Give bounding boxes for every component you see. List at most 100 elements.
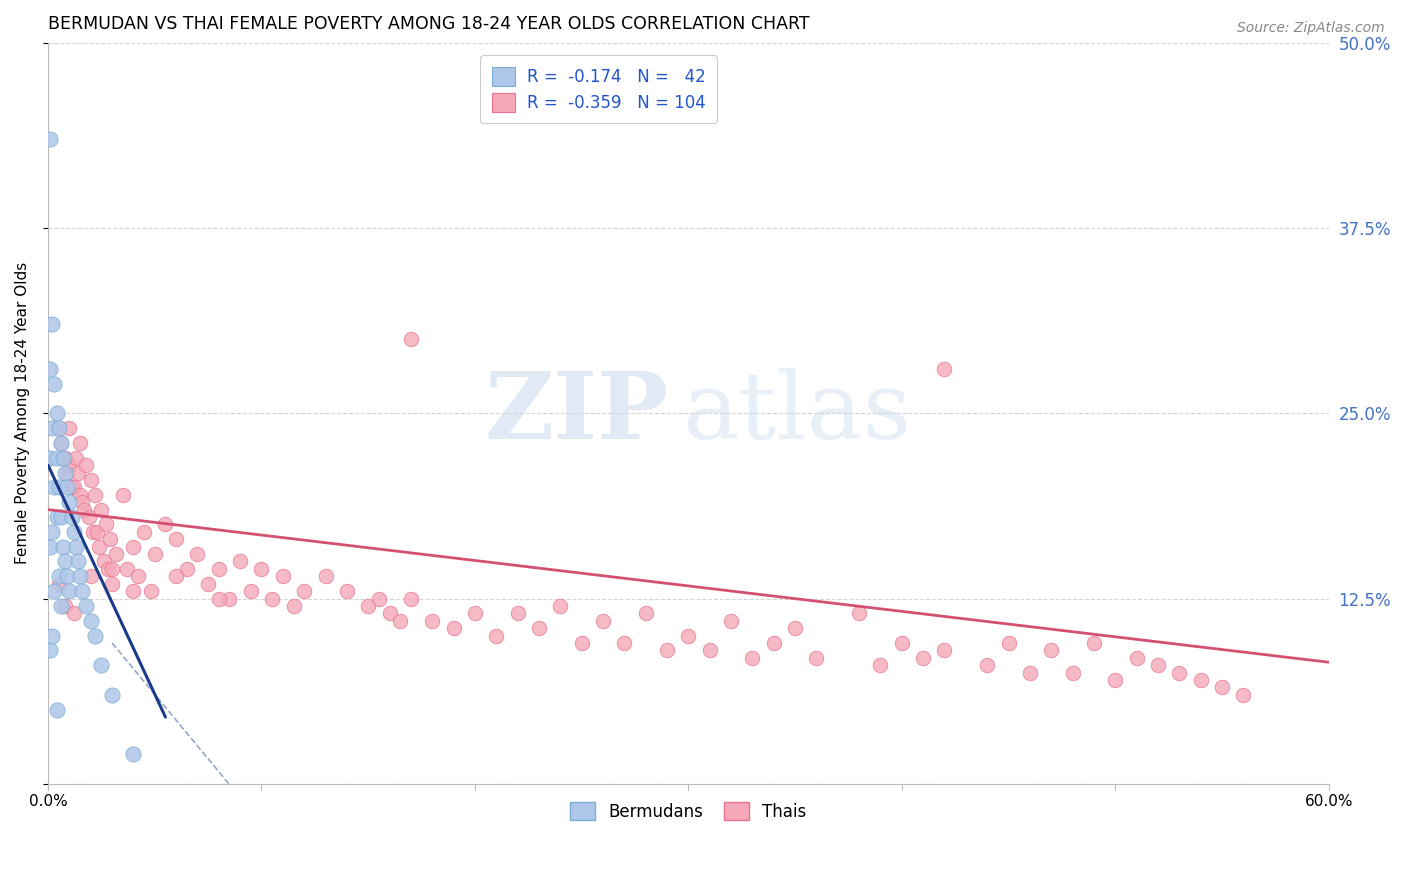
Point (94, 517, 117, 532)
Point (70, 495, 93, 509)
Point (69, 488, 91, 502)
Point (1040, 643, 1063, 657)
Point (58, 458, 80, 472)
Point (49, 599, 72, 613)
Text: Source: ZipAtlas.com: Source: ZipAtlas.com (1237, 21, 1385, 35)
Point (315, 569, 337, 583)
Point (762, 636, 785, 650)
Point (62, 480, 84, 494)
Point (655, 643, 678, 657)
Point (208, 562, 231, 576)
Point (39, 362, 62, 376)
Point (292, 584, 315, 599)
Point (1083, 636, 1105, 650)
Point (527, 621, 550, 635)
Point (62, 607, 84, 621)
Point (976, 658, 998, 673)
Point (613, 636, 636, 650)
Point (890, 636, 912, 650)
Point (101, 576, 124, 591)
Point (550, 599, 572, 613)
Point (48, 421, 70, 435)
Point (89, 540, 111, 554)
Point (1232, 688, 1254, 702)
Y-axis label: Female Poverty Among 18-24 Year Olds: Female Poverty Among 18-24 Year Olds (15, 262, 30, 565)
Point (66, 466, 89, 480)
Point (39, 450, 62, 465)
Text: BERMUDAN VS THAI FEMALE POVERTY AMONG 18-24 YEAR OLDS CORRELATION CHART: BERMUDAN VS THAI FEMALE POVERTY AMONG 18… (48, 15, 810, 33)
Point (122, 747, 145, 761)
Point (90, 658, 112, 673)
Legend: Bermudans, Thais: Bermudans, Thais (564, 796, 813, 827)
Point (239, 584, 262, 599)
Point (56, 569, 79, 583)
Point (62, 524, 84, 539)
Point (165, 569, 187, 583)
Point (592, 614, 614, 628)
Point (105, 547, 128, 561)
Point (357, 599, 380, 613)
Point (389, 614, 412, 628)
Point (186, 547, 208, 561)
Point (69, 569, 91, 583)
Point (82, 524, 104, 539)
Point (1062, 665, 1084, 680)
Point (132, 524, 155, 539)
Point (48, 576, 70, 591)
Point (86, 524, 108, 539)
Point (783, 621, 806, 635)
Point (336, 584, 359, 599)
Point (250, 562, 273, 576)
Point (52, 540, 75, 554)
Point (1211, 681, 1233, 695)
Point (52, 450, 75, 465)
Point (1104, 673, 1126, 687)
Point (1018, 665, 1040, 680)
Text: atlas: atlas (682, 368, 911, 458)
Point (1147, 658, 1170, 673)
Point (97, 562, 120, 576)
Point (49, 436, 72, 450)
Point (44, 376, 66, 391)
Point (45, 450, 67, 465)
Point (41, 318, 63, 332)
Point (464, 607, 486, 621)
Point (39, 132, 62, 146)
Point (56, 466, 79, 480)
Point (76, 458, 98, 472)
Point (143, 547, 166, 561)
Point (678, 629, 700, 643)
Point (101, 562, 124, 576)
Point (197, 576, 219, 591)
Point (1168, 665, 1191, 680)
Point (60, 480, 83, 494)
Point (912, 650, 935, 665)
Point (367, 591, 389, 606)
Point (39, 540, 62, 554)
Point (52, 450, 75, 465)
Point (69, 436, 91, 450)
Point (122, 540, 145, 554)
Point (218, 591, 240, 606)
Point (84, 629, 107, 643)
Point (283, 599, 305, 613)
Point (741, 650, 763, 665)
Point (84, 488, 107, 502)
Point (41, 421, 63, 435)
Point (70, 584, 93, 599)
Point (44, 584, 66, 599)
Point (115, 562, 138, 576)
Point (80, 569, 103, 583)
Point (45, 510, 67, 524)
Point (58, 421, 80, 435)
Point (506, 607, 529, 621)
Point (53, 554, 76, 568)
Point (73, 502, 96, 516)
Point (45, 703, 67, 717)
Point (271, 569, 294, 583)
Point (101, 688, 124, 702)
Point (262, 591, 284, 606)
Point (98, 533, 121, 547)
Point (41, 524, 63, 539)
Point (165, 533, 187, 547)
